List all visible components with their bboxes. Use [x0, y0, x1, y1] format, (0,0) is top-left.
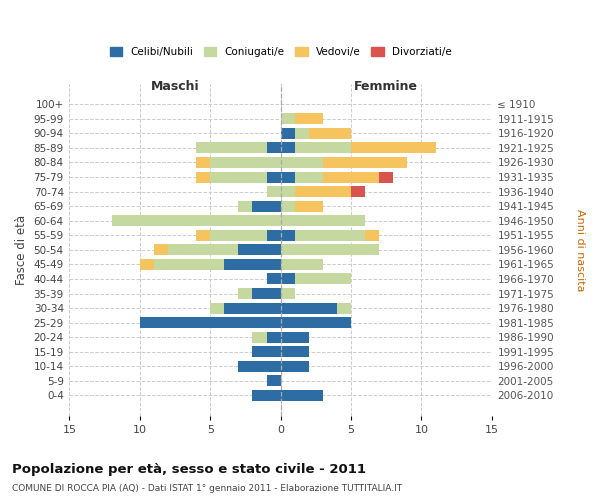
- Bar: [210, 157, 281, 168]
- Bar: [238, 361, 281, 372]
- Bar: [323, 172, 379, 182]
- Bar: [281, 157, 323, 168]
- Bar: [281, 128, 295, 139]
- Bar: [253, 332, 266, 342]
- Bar: [140, 317, 281, 328]
- Text: Femmine: Femmine: [354, 80, 418, 92]
- Bar: [281, 200, 295, 211]
- Bar: [140, 259, 154, 270]
- Bar: [253, 288, 281, 299]
- Bar: [295, 172, 323, 182]
- Bar: [323, 157, 407, 168]
- Bar: [238, 244, 281, 256]
- Bar: [295, 128, 309, 139]
- Bar: [266, 172, 281, 182]
- Bar: [295, 200, 323, 211]
- Bar: [196, 157, 210, 168]
- Bar: [281, 216, 365, 226]
- Bar: [281, 390, 323, 401]
- Bar: [295, 114, 323, 124]
- Bar: [253, 346, 281, 357]
- Bar: [351, 142, 436, 154]
- Bar: [379, 172, 393, 182]
- Bar: [281, 361, 309, 372]
- Bar: [281, 259, 323, 270]
- Bar: [281, 302, 337, 314]
- Bar: [365, 230, 379, 240]
- Bar: [266, 142, 281, 154]
- Bar: [224, 302, 281, 314]
- Bar: [309, 128, 351, 139]
- Bar: [266, 186, 281, 197]
- Bar: [266, 332, 281, 342]
- Y-axis label: Fasce di età: Fasce di età: [15, 215, 28, 285]
- Bar: [112, 216, 281, 226]
- Bar: [168, 244, 238, 256]
- Bar: [351, 186, 365, 197]
- Bar: [154, 259, 224, 270]
- Bar: [238, 288, 253, 299]
- Bar: [295, 274, 351, 284]
- Bar: [281, 332, 309, 342]
- Bar: [295, 230, 365, 240]
- Bar: [210, 172, 266, 182]
- Bar: [196, 230, 210, 240]
- Text: Popolazione per età, sesso e stato civile - 2011: Popolazione per età, sesso e stato civil…: [12, 462, 366, 475]
- Bar: [281, 142, 295, 154]
- Bar: [337, 302, 351, 314]
- Bar: [210, 302, 224, 314]
- Bar: [266, 230, 281, 240]
- Bar: [281, 317, 351, 328]
- Text: Maschi: Maschi: [151, 80, 199, 92]
- Bar: [281, 114, 295, 124]
- Bar: [281, 186, 295, 197]
- Bar: [281, 274, 295, 284]
- Bar: [210, 230, 266, 240]
- Bar: [253, 390, 281, 401]
- Text: COMUNE DI ROCCA PIA (AQ) - Dati ISTAT 1° gennaio 2011 - Elaborazione TUTTITALIA.: COMUNE DI ROCCA PIA (AQ) - Dati ISTAT 1°…: [12, 484, 402, 493]
- Bar: [281, 288, 295, 299]
- Bar: [266, 274, 281, 284]
- Bar: [224, 259, 281, 270]
- Bar: [295, 142, 351, 154]
- Bar: [266, 376, 281, 386]
- Y-axis label: Anni di nascita: Anni di nascita: [575, 208, 585, 291]
- Bar: [196, 172, 210, 182]
- Bar: [281, 230, 295, 240]
- Bar: [281, 244, 379, 256]
- Bar: [154, 244, 168, 256]
- Bar: [295, 186, 351, 197]
- Bar: [281, 172, 295, 182]
- Bar: [196, 142, 266, 154]
- Legend: Celibi/Nubili, Coniugati/e, Vedovi/e, Divorziati/e: Celibi/Nubili, Coniugati/e, Vedovi/e, Di…: [106, 42, 456, 61]
- Bar: [238, 200, 253, 211]
- Bar: [281, 346, 309, 357]
- Bar: [253, 200, 281, 211]
